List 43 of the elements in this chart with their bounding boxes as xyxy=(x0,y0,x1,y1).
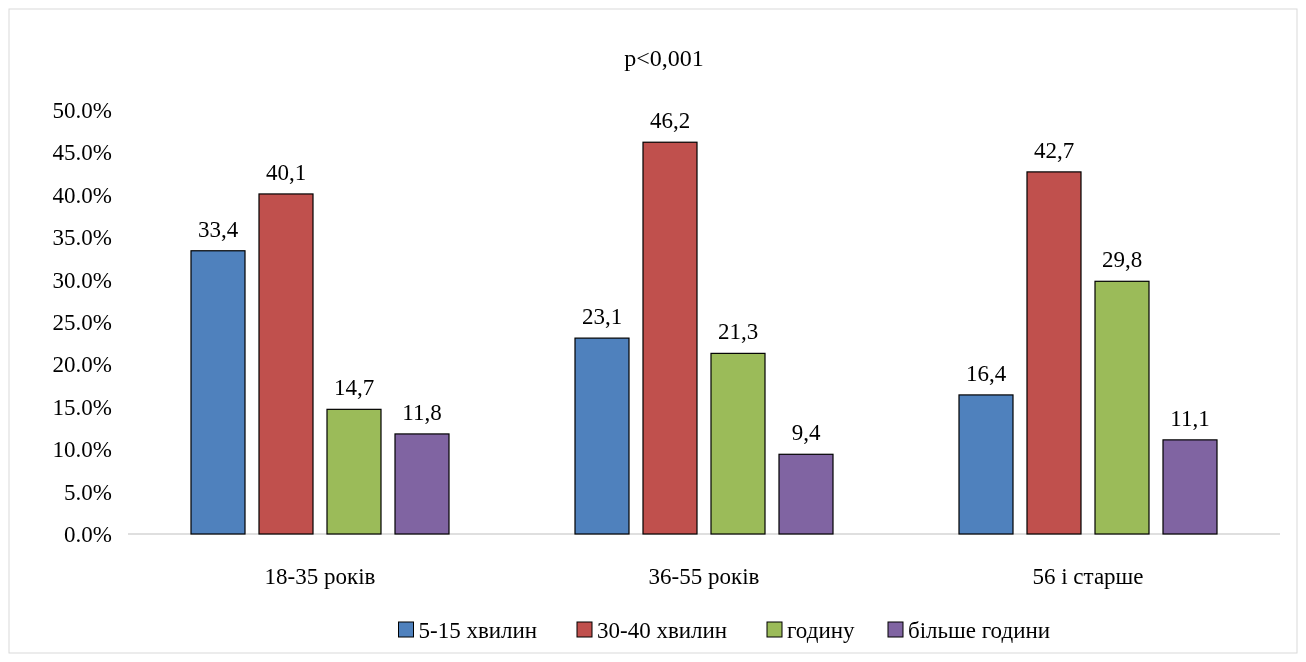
bar xyxy=(778,453,834,535)
y-tick-label: 10.0% xyxy=(52,437,112,463)
data-label: 21,3 xyxy=(717,319,759,345)
data-label: 40,1 xyxy=(265,159,307,185)
legend-label: більше години xyxy=(908,618,1051,643)
bar xyxy=(958,394,1014,535)
bar xyxy=(326,408,382,535)
data-label: 16,4 xyxy=(965,360,1007,386)
y-tick-label: 0.0% xyxy=(64,522,112,547)
data-label: 14,7 xyxy=(333,375,375,401)
bar xyxy=(574,337,630,535)
y-tick-label: 35.0% xyxy=(52,225,112,251)
x-tick-label: 56 і старше xyxy=(1032,564,1144,589)
bar xyxy=(1162,439,1218,535)
x-tick-label: 36-55 років xyxy=(648,564,760,589)
y-tick-label: 30.0% xyxy=(52,267,112,293)
bar xyxy=(642,141,698,535)
y-tick-label: 5.0% xyxy=(64,479,112,505)
bar xyxy=(394,433,450,535)
data-label: 23,1 xyxy=(581,304,623,330)
data-label: 42,7 xyxy=(1033,137,1075,163)
data-label: 29,8 xyxy=(1101,247,1143,273)
x-tick-label: 18-35 років xyxy=(264,564,376,589)
y-tick-label: 40.0% xyxy=(52,182,112,208)
data-label: 11,8 xyxy=(402,399,442,425)
bar xyxy=(1094,280,1150,535)
bar xyxy=(190,250,246,535)
data-label: 11,1 xyxy=(1170,405,1210,431)
bar xyxy=(1026,171,1082,535)
bar xyxy=(710,352,766,535)
y-tick-label: 50.0% xyxy=(52,98,112,123)
y-tick-label: 45.0% xyxy=(52,140,112,166)
y-tick-label: 20.0% xyxy=(52,352,112,378)
chart-title: p<0,001 xyxy=(624,45,704,71)
data-label: 33,4 xyxy=(197,216,239,242)
legend-label: годину xyxy=(787,618,856,643)
data-label: 9,4 xyxy=(791,420,821,446)
legend-label: 30-40 хвилин xyxy=(597,618,728,643)
y-tick-label: 15.0% xyxy=(52,394,112,420)
bar xyxy=(258,193,314,535)
y-tick-label: 25.0% xyxy=(52,310,112,335)
legend-label: 5-15 хвилин xyxy=(418,618,538,643)
data-label: 46,2 xyxy=(649,108,691,134)
